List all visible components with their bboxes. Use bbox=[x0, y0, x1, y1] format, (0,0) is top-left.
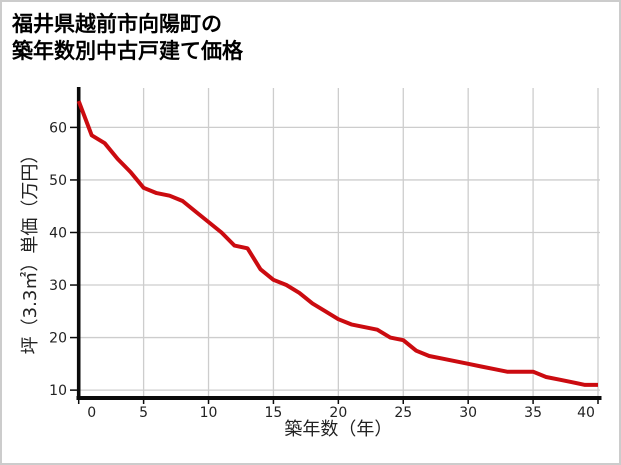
x-axis-label: 築年数（年） bbox=[284, 419, 392, 440]
x-tick-label: 20 bbox=[329, 405, 347, 421]
chart-title-line1: 福井県越前市向陽町の bbox=[12, 12, 222, 36]
chart-title: 福井県越前市向陽町の 築年数別中古戸建て価格 bbox=[12, 11, 243, 65]
y-tick-label: 60 bbox=[49, 120, 67, 136]
y-tick-label: 40 bbox=[49, 225, 67, 241]
x-tick-label: 35 bbox=[524, 405, 542, 421]
x-tick-label: 40 bbox=[577, 405, 595, 421]
chart-title-line2: 築年数別中古戸建て価格 bbox=[12, 39, 243, 63]
x-tick-label: 15 bbox=[265, 405, 283, 421]
y-tick-label: 10 bbox=[49, 383, 67, 399]
x-tick-label: 0 bbox=[87, 405, 96, 421]
x-tick-label: 10 bbox=[200, 405, 218, 421]
price-line-series bbox=[76, 100, 598, 387]
x-tick-label: 30 bbox=[459, 405, 477, 421]
y-axis-label: 坪（3.3㎡）単価（万円） bbox=[19, 146, 41, 355]
x-tick-label: 25 bbox=[394, 405, 412, 421]
y-tick-label: 30 bbox=[49, 278, 67, 294]
y-tick-label: 50 bbox=[49, 173, 67, 189]
x-tick-label: 5 bbox=[139, 405, 148, 421]
y-tick-label: 20 bbox=[49, 331, 67, 347]
